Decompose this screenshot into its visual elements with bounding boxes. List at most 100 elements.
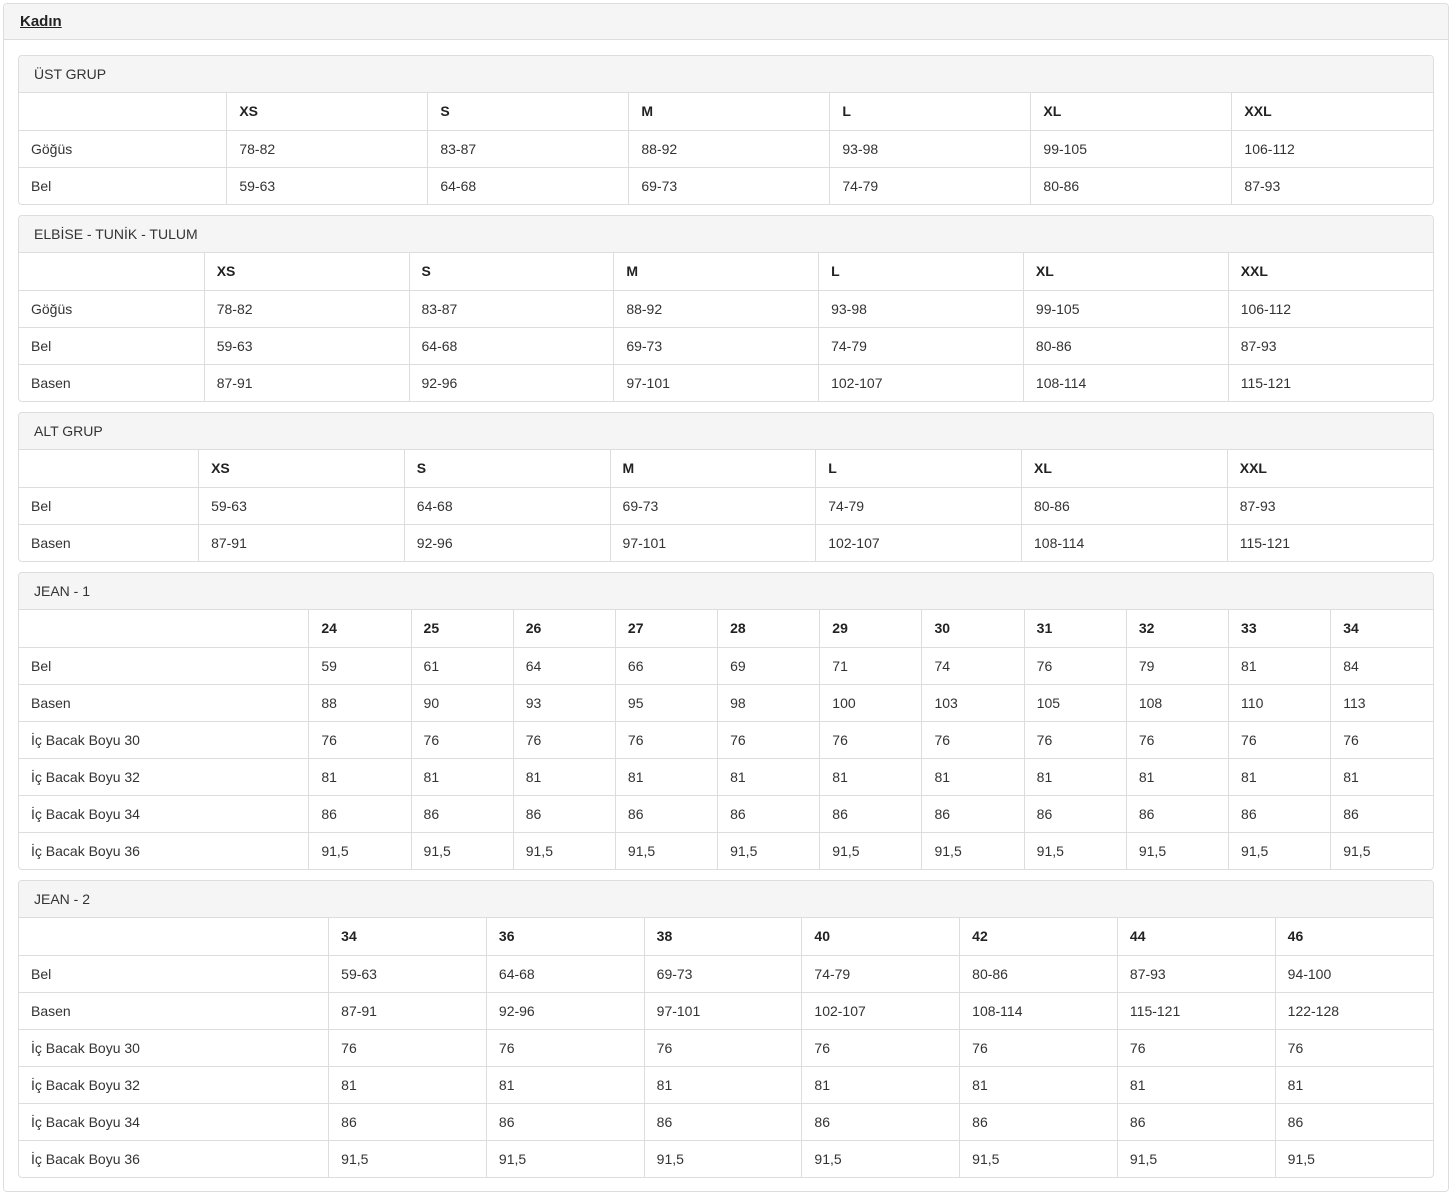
cell-value: 86 xyxy=(410,794,514,833)
cell-value: 61 xyxy=(410,646,514,685)
cell-value: 86 xyxy=(1330,794,1433,833)
table-row: İç Bacak Boyu 32 81 81 81 81 81 81 81 xyxy=(19,1065,1433,1104)
table-row: Bel 59 61 64 66 69 71 74 76 79 81 84 xyxy=(19,646,1433,685)
cell-value: 74-79 xyxy=(815,486,1022,525)
cell-value: 76 xyxy=(717,720,821,759)
cell-value: 88 xyxy=(308,683,412,722)
table-row: Göğüs 78-82 83-87 88-92 93-98 99-105 106-112 xyxy=(19,129,1433,168)
cell-value: 97-101 xyxy=(613,363,820,401)
cell-value: 91,5 xyxy=(512,831,616,869)
column-header: 42 xyxy=(959,917,1118,956)
cell-value: 91,5 xyxy=(643,1139,803,1177)
row-label: Bel xyxy=(19,486,200,525)
cell-value: 71 xyxy=(819,646,923,685)
cell-value: 87-91 xyxy=(198,523,405,561)
table-row: Bel 59-63 64-68 69-73 74-79 80-86 87-93 xyxy=(19,326,1433,365)
cell-value: 76 xyxy=(1116,1028,1276,1067)
column-header: 27 xyxy=(614,609,719,648)
cell-value: 81 xyxy=(512,757,616,796)
column-header: M xyxy=(609,449,817,488)
cell-value: 81 xyxy=(1023,757,1127,796)
table-body: Bel 59 61 64 66 69 71 74 76 79 81 84 Basen 88 90 93 95 98… xyxy=(19,646,1433,869)
column-header: S xyxy=(427,92,630,131)
column-header: 28 xyxy=(717,609,821,648)
cell-value: 81 xyxy=(717,757,821,796)
cell-value: 81 xyxy=(308,757,412,796)
panel-title: JEAN - 2 xyxy=(19,881,1433,918)
cell-value: 80-86 xyxy=(1030,166,1233,204)
cell-value: 91,5 xyxy=(921,831,1025,869)
row-label: İç Bacak Boyu 34 xyxy=(19,794,310,833)
table-row: Bel 59-63 64-68 69-73 74-79 80-86 87-93 94-100 xyxy=(19,954,1433,993)
column-header: S xyxy=(408,252,615,291)
cell-value: 86 xyxy=(1023,794,1127,833)
cell-value: 81 xyxy=(1228,757,1332,796)
cell-value: 102-107 xyxy=(815,523,1022,561)
cell-value: 69 xyxy=(717,646,821,685)
size-panel: ALT GRUP XS S M L XL XXL Bel 59-63 64-68 69-73 74… xyxy=(18,412,1434,562)
cell-value: 86 xyxy=(801,1102,961,1141)
column-header-empty xyxy=(19,917,330,956)
cell-value: 86 xyxy=(1274,1102,1433,1141)
cell-value: 79 xyxy=(1125,646,1230,685)
row-label: İç Bacak Boyu 36 xyxy=(19,1139,330,1177)
row-label: İç Bacak Boyu 30 xyxy=(19,1028,330,1067)
cell-value: 69-73 xyxy=(609,486,817,525)
row-label: İç Bacak Boyu 32 xyxy=(19,757,310,796)
cell-value: 59-63 xyxy=(226,166,429,204)
cell-value: 74 xyxy=(921,646,1025,685)
row-label: Basen xyxy=(19,991,330,1030)
cell-value: 84 xyxy=(1330,646,1433,685)
cell-value: 110 xyxy=(1228,683,1332,722)
cell-value: 59-63 xyxy=(328,954,487,993)
cell-value: 76 xyxy=(1274,1028,1433,1067)
cell-value: 81 xyxy=(614,757,719,796)
row-label: Basen xyxy=(19,363,205,401)
column-header: 25 xyxy=(410,609,514,648)
cell-value: 74-79 xyxy=(818,326,1024,365)
size-table: XS S M L XL XXL Göğüs 78-82 83-87 88-92 93-98 99-1… xyxy=(19,252,1433,401)
column-header: XL xyxy=(1021,449,1228,488)
cell-value: 115-121 xyxy=(1226,523,1433,561)
row-label: İç Bacak Boyu 32 xyxy=(19,1065,330,1104)
cell-value: 59-63 xyxy=(198,486,405,525)
cell-value: 86 xyxy=(1116,1102,1276,1141)
cell-value: 91,5 xyxy=(1330,831,1433,869)
cell-value: 97-101 xyxy=(609,523,817,561)
row-label: İç Bacak Boyu 34 xyxy=(19,1102,330,1141)
size-table: XS S M L XL XXL Göğüs 78-82 83-87 88-92 93-98 99-1… xyxy=(19,92,1433,204)
cell-value: 81 xyxy=(643,1065,803,1104)
cell-value: 76 xyxy=(485,1028,645,1067)
cell-value: 76 xyxy=(1330,720,1433,759)
table-body: Bel 59-63 64-68 69-73 74-79 80-86 87-93 Basen 87… xyxy=(19,486,1433,561)
column-header: 24 xyxy=(308,609,412,648)
cell-value: 91,5 xyxy=(959,1139,1118,1177)
cell-value: 95 xyxy=(614,683,719,722)
table-row: İç Bacak Boyu 36 91,5 91,5 91,5 91,5 91,5 91,5… xyxy=(19,1139,1433,1177)
cell-value: 92-96 xyxy=(485,991,645,1030)
column-header: 30 xyxy=(921,609,1025,648)
cell-value: 99-105 xyxy=(1030,129,1233,168)
size-panel: JEAN - 2 34 36 38 40 42 44 46 Bel 59-63 64-68 69-… xyxy=(18,880,1434,1178)
cell-value: 91,5 xyxy=(308,831,412,869)
cell-value: 81 xyxy=(328,1065,487,1104)
cell-value: 87-93 xyxy=(1227,326,1433,365)
cell-value: 91,5 xyxy=(1023,831,1127,869)
cell-value: 74-79 xyxy=(801,954,961,993)
table-row: Bel 59-63 64-68 69-73 74-79 80-86 87-93 xyxy=(19,166,1433,204)
cell-value: 80-86 xyxy=(1022,326,1229,365)
gender-section-header: Kadın xyxy=(4,4,1448,40)
cell-value: 81 xyxy=(1228,646,1332,685)
cell-value: 76 xyxy=(410,720,514,759)
cell-value: 76 xyxy=(512,720,616,759)
row-label: Basen xyxy=(19,523,200,561)
cell-value: 86 xyxy=(308,794,412,833)
cell-value: 86 xyxy=(614,794,719,833)
table-row: Bel 59-63 64-68 69-73 74-79 80-86 87-93 xyxy=(19,486,1433,525)
row-label: İç Bacak Boyu 30 xyxy=(19,720,310,759)
table-body: Göğüs 78-82 83-87 88-92 93-98 99-105 106-112 Be… xyxy=(19,289,1433,401)
cell-value: 64-68 xyxy=(408,326,615,365)
gender-tab-kadin[interactable]: Kadın xyxy=(20,13,62,30)
cell-value: 81 xyxy=(921,757,1025,796)
table-header-row: XS S M L XL XXL xyxy=(19,252,1433,291)
